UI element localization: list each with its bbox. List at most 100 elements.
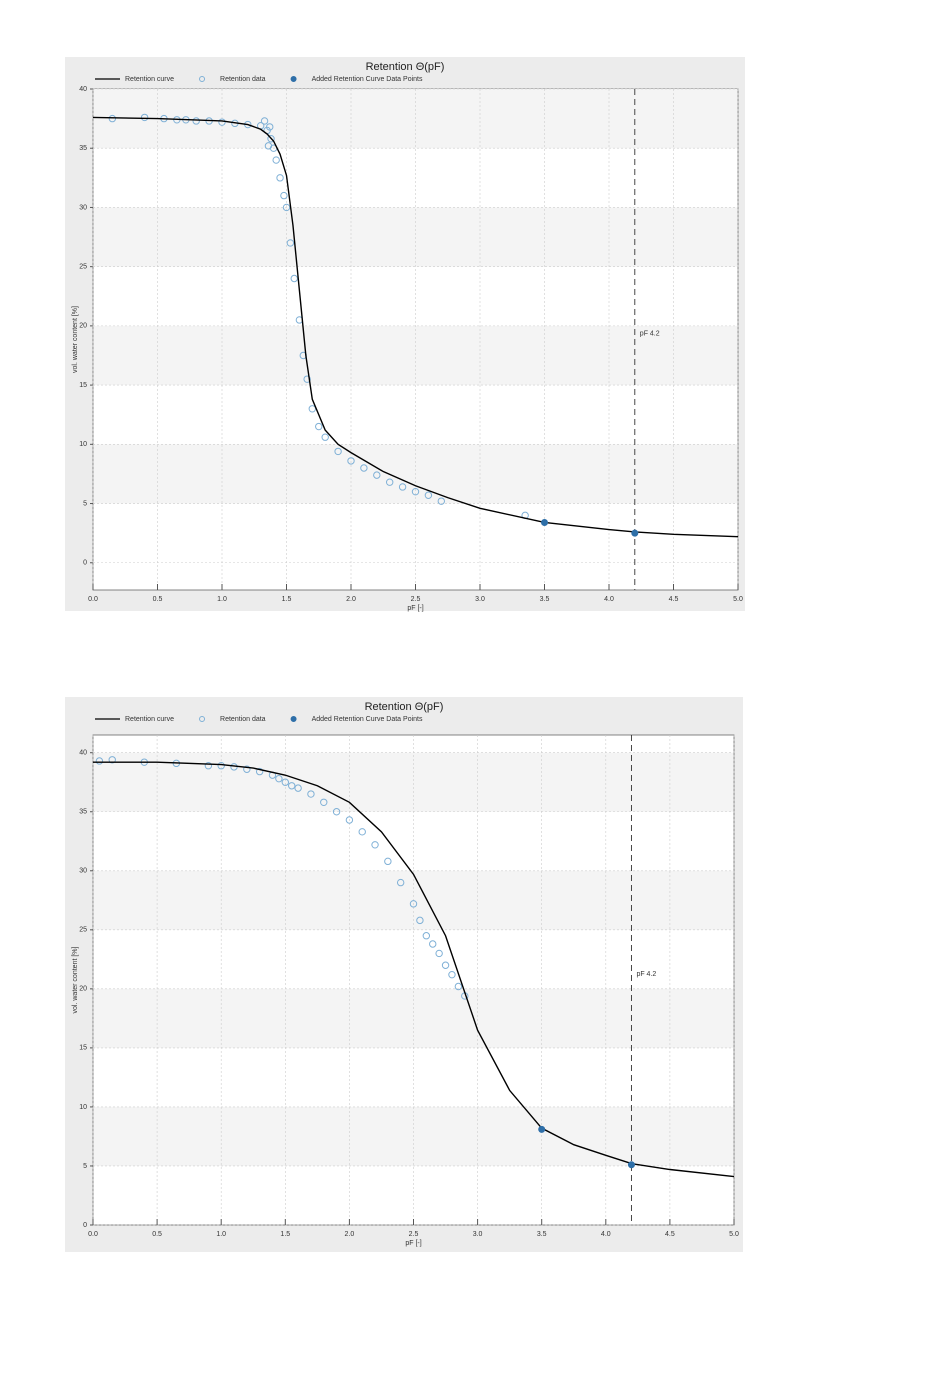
y-tick-label: 35	[79, 809, 87, 816]
x-tick-label: 3.5	[540, 596, 550, 603]
data-point	[218, 118, 226, 126]
x-tick-label: 2.5	[411, 596, 421, 603]
chart-panel: Retention Θ(pF) Retention curve Retention …	[65, 57, 745, 612]
data-point	[321, 433, 329, 441]
x-tick-label: 0.0	[88, 596, 98, 603]
data-point	[307, 790, 315, 798]
data-point	[411, 487, 420, 496]
data-point	[108, 114, 117, 123]
data-point	[320, 798, 328, 807]
data-point	[272, 156, 280, 164]
grid-band	[94, 752, 733, 812]
data-point	[108, 756, 116, 764]
legend-label: Retention data	[220, 76, 266, 83]
x-axis-label: pF [-]	[405, 1240, 421, 1247]
y-tick-label: 5	[83, 1163, 87, 1170]
data-point	[280, 191, 288, 200]
grid-band	[94, 988, 733, 1048]
data-point	[267, 135, 275, 143]
data-point	[437, 497, 445, 505]
x-tick-label: 0.5	[153, 596, 163, 603]
data-point	[347, 457, 355, 465]
data-point	[358, 828, 366, 836]
added-point	[631, 529, 639, 537]
data-point	[373, 471, 381, 479]
data-point	[281, 778, 289, 786]
annotation-label: pF 4.2	[640, 330, 660, 337]
data-point	[334, 447, 342, 456]
data-point	[192, 117, 200, 125]
data-point	[217, 761, 225, 770]
data-point	[386, 478, 394, 486]
x-axis-label: pF [-]	[407, 605, 423, 612]
x-tick-label: 1.0	[216, 1231, 226, 1238]
x-tick-label: 5.0	[729, 1231, 739, 1238]
legend-swatch	[199, 76, 206, 82]
y-tick-label: 10	[79, 1104, 87, 1111]
legend-swatch	[199, 716, 206, 722]
x-tick-label: 2.5	[409, 1231, 419, 1238]
legend-label: Added Retention Curve Data Points	[312, 716, 423, 723]
data-point	[409, 900, 418, 908]
y-tick-label: 30	[79, 868, 87, 875]
x-tick-label: 1.0	[217, 596, 227, 603]
x-tick-label: 4.0	[601, 1231, 611, 1238]
x-tick-label: 0.0	[88, 1231, 98, 1238]
data-point	[360, 464, 368, 472]
data-point	[429, 940, 437, 948]
data-point	[243, 765, 251, 773]
x-tick-label: 4.5	[665, 1231, 675, 1238]
data-point	[398, 483, 407, 491]
data-point	[435, 949, 443, 958]
data-point	[308, 405, 316, 413]
data-point	[95, 757, 104, 765]
x-tick-label: 5.0	[733, 596, 743, 603]
data-point	[422, 932, 431, 940]
x-tick-label: 1.5	[282, 596, 292, 603]
y-tick-label: 40	[79, 750, 87, 757]
x-tick-label: 0.5	[152, 1231, 162, 1238]
y-axis-label: vol. water content [%]	[72, 306, 79, 373]
annotation-label: pF 4.2	[636, 971, 656, 978]
x-tick-label: 2.0	[345, 1231, 355, 1238]
chart-title: Retention Θ(pF)	[365, 701, 444, 713]
x-tick-label: 2.0	[346, 596, 356, 603]
legend-label: Retention curve	[125, 76, 174, 83]
chart-panel: Retention Θ(pF) Retention curve Retention …	[65, 697, 743, 1252]
y-tick-label: 35	[79, 145, 87, 152]
y-tick-label: 0	[83, 1222, 87, 1229]
added-point	[538, 1125, 546, 1133]
data-point	[396, 878, 405, 887]
data-point	[384, 857, 392, 866]
data-point	[416, 916, 424, 925]
data-point	[441, 961, 450, 969]
data-point	[332, 808, 341, 816]
x-tick-label: 3.0	[473, 1231, 483, 1238]
data-point	[140, 113, 149, 122]
y-tick-label: 15	[79, 1045, 87, 1052]
y-tick-label: 5	[83, 500, 87, 507]
added-point	[627, 1161, 635, 1169]
x-tick-label: 4.5	[669, 596, 679, 603]
data-point	[276, 174, 284, 182]
y-tick-label: 25	[79, 264, 87, 271]
y-tick-label: 0	[83, 560, 87, 567]
x-tick-label: 3.0	[475, 596, 485, 603]
data-point	[294, 784, 302, 792]
data-point	[275, 774, 283, 783]
y-tick-label: 20	[79, 986, 87, 993]
x-tick-label: 1.5	[280, 1231, 290, 1238]
data-point	[288, 782, 296, 790]
data-point	[266, 123, 274, 131]
data-point	[371, 841, 379, 849]
legend-swatch	[290, 716, 297, 722]
data-point	[315, 422, 323, 431]
chart-title: Retention Θ(pF)	[366, 61, 445, 73]
data-point	[424, 491, 433, 499]
y-tick-label: 10	[79, 441, 87, 448]
grid-band	[94, 325, 737, 386]
legend-label: Added Retention Curve Data Points	[312, 76, 423, 83]
data-point	[454, 982, 463, 991]
